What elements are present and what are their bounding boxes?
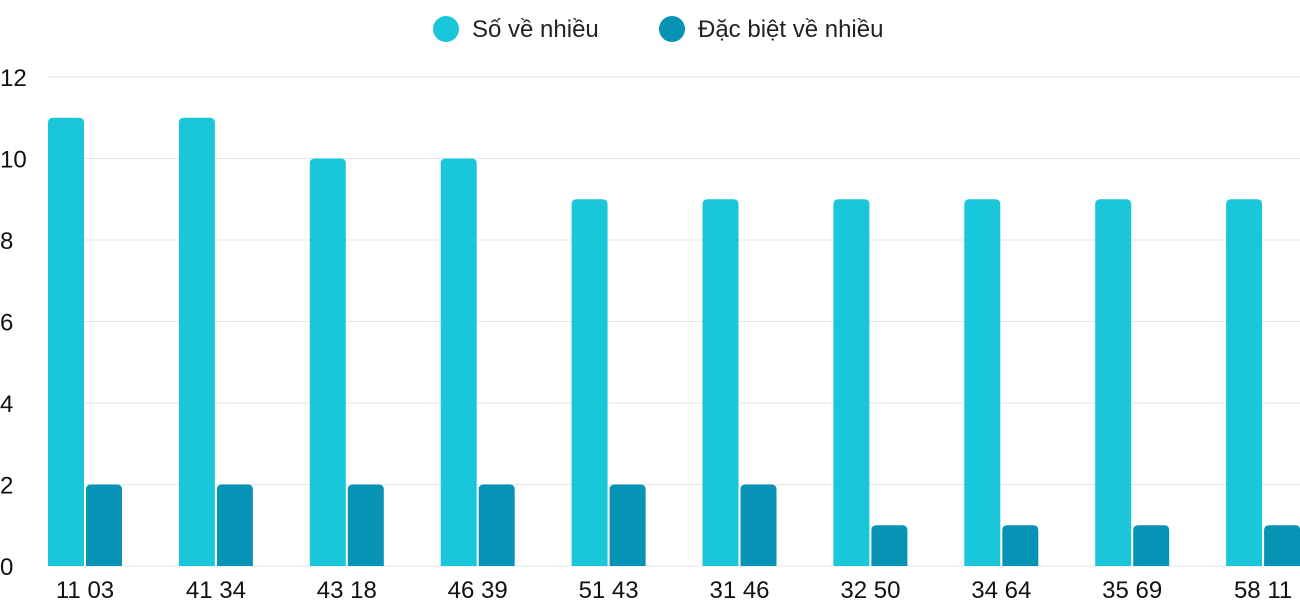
bar-series-1-category-6 bbox=[702, 199, 739, 566]
legend-label-series-1: Số về nhiều bbox=[472, 16, 599, 43]
y-tick-label: 0 bbox=[0, 554, 13, 581]
x-tick-label: 46 39 bbox=[448, 577, 508, 600]
y-tick-label: 10 bbox=[0, 147, 27, 174]
bar-series-1-category-2 bbox=[178, 117, 215, 566]
bar-series-1-category-10 bbox=[1226, 199, 1263, 566]
x-tick-label: 35 69 bbox=[1102, 577, 1162, 600]
y-axis: 0 2 4 6 8 10 12 bbox=[0, 65, 27, 581]
bar-series-2-category-8 bbox=[1002, 525, 1039, 566]
x-tick-label: 34 64 bbox=[971, 577, 1031, 600]
bar-series-1-category-8 bbox=[964, 199, 1001, 566]
bar-series-2-category-4 bbox=[478, 484, 515, 566]
legend-swatch-series-1 bbox=[433, 16, 459, 42]
legend-swatch-series-2 bbox=[659, 16, 685, 42]
gridlines bbox=[48, 76, 1300, 567]
x-tick-label: 32 50 bbox=[840, 577, 900, 600]
x-axis: 11 03 41 34 43 18 46 39 51 43 31 46 32 50 34 64… bbox=[56, 577, 1292, 600]
bar-series-1-category-5 bbox=[571, 199, 608, 566]
x-tick-label: 41 34 bbox=[186, 577, 246, 600]
bar-series-1-category-3 bbox=[309, 158, 346, 566]
y-tick-label: 4 bbox=[0, 391, 13, 418]
legend-label-series-2: Đặc biệt về nhiều bbox=[698, 16, 883, 43]
bar-series-2-category-7 bbox=[871, 525, 908, 566]
bar-series-1-category-7 bbox=[833, 199, 870, 566]
x-tick-label: 58 11 bbox=[1234, 577, 1292, 600]
x-tick-label: 43 18 bbox=[317, 577, 377, 600]
bar-series-2-category-9 bbox=[1133, 525, 1170, 566]
bar-series-2-category-2 bbox=[216, 484, 253, 566]
bar-series-2-category-5 bbox=[609, 484, 646, 566]
bar-series-2-category-1 bbox=[86, 484, 122, 566]
y-tick-label: 8 bbox=[0, 228, 13, 255]
bar-series-2-category-6 bbox=[740, 484, 777, 566]
y-tick-label: 6 bbox=[0, 310, 13, 337]
bar-series-2-category-10 bbox=[1264, 525, 1300, 566]
bar-series-1-category-1 bbox=[48, 117, 84, 566]
bar-series-2-category-3 bbox=[347, 484, 384, 566]
bars bbox=[48, 117, 1300, 566]
bar-series-1-category-4 bbox=[440, 158, 477, 566]
y-tick-label: 2 bbox=[0, 473, 13, 500]
bar-series-1-category-9 bbox=[1095, 199, 1132, 566]
y-tick-label: 12 bbox=[0, 65, 27, 92]
x-tick-label: 11 03 bbox=[56, 577, 114, 600]
x-tick-label: 31 46 bbox=[709, 577, 769, 600]
legend: Số về nhiều Đặc biệt về nhiều bbox=[433, 16, 883, 43]
x-tick-label: 51 43 bbox=[579, 577, 639, 600]
